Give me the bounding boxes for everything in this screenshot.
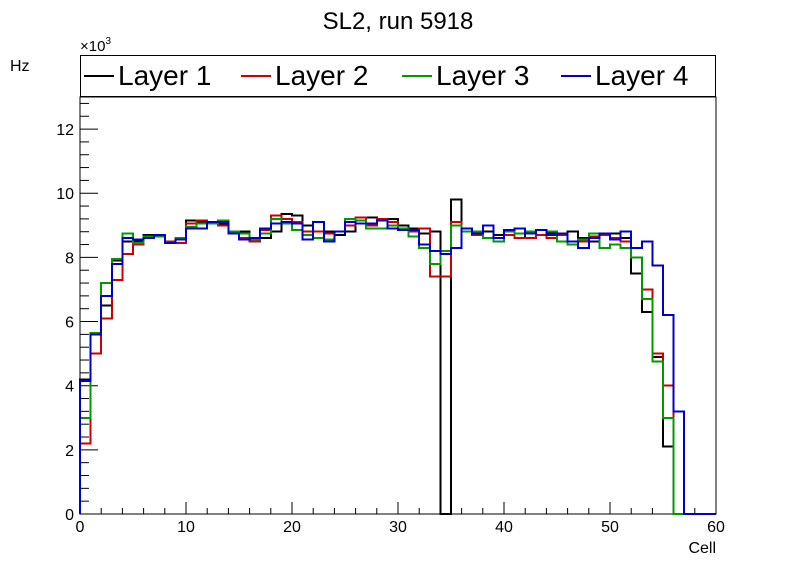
- plot-frame: [79, 96, 717, 515]
- legend-swatch: [241, 75, 271, 77]
- x-tick-label: 10: [177, 519, 195, 536]
- legend-item-layer-4: Layer 4: [561, 58, 688, 94]
- legend-label: Layer 3: [436, 60, 530, 91]
- x-axis-label: Cell: [688, 540, 716, 557]
- x-tick-label: 20: [283, 519, 301, 536]
- legend-label: Layer 2: [275, 60, 369, 91]
- x-tick-label: 50: [601, 519, 619, 536]
- y-axis-exponent: ×103: [80, 36, 112, 55]
- y-tick-label: 0: [65, 507, 74, 524]
- legend-item-layer-3: Layer 3: [402, 58, 529, 94]
- y-tick-label: 6: [65, 315, 74, 332]
- y-exponent-power: 3: [105, 36, 112, 47]
- legend-swatch: [84, 75, 114, 77]
- series-line-layer-4: [79, 219, 716, 515]
- legend-label: Layer 4: [595, 60, 689, 91]
- x-tick-label: 30: [389, 519, 407, 536]
- y-tick-label: 10: [56, 186, 74, 203]
- y-tick-label: 8: [65, 250, 74, 267]
- y-tick-label: 2: [65, 443, 74, 460]
- y-tick-label: 12: [56, 122, 74, 139]
- x-tick-label: 0: [76, 519, 85, 536]
- legend-swatch: [402, 75, 432, 77]
- x-tick-label: 60: [707, 519, 725, 536]
- series-line-layer-3: [79, 217, 716, 515]
- y-exponent-base: ×10: [80, 38, 106, 55]
- legend-item-layer-2: Layer 2: [241, 58, 368, 94]
- legend-item-layer-1: Layer 1: [84, 58, 211, 94]
- legend: [80, 55, 716, 97]
- x-tick-label: 40: [495, 519, 513, 536]
- legend-label: Layer 1: [118, 60, 212, 91]
- series-line-layer-2: [79, 214, 716, 515]
- y-axis-label: Hz: [10, 58, 30, 75]
- y-tick-label: 4: [65, 379, 74, 396]
- chart-title: SL2, run 5918: [322, 8, 474, 35]
- legend-swatch: [561, 75, 591, 77]
